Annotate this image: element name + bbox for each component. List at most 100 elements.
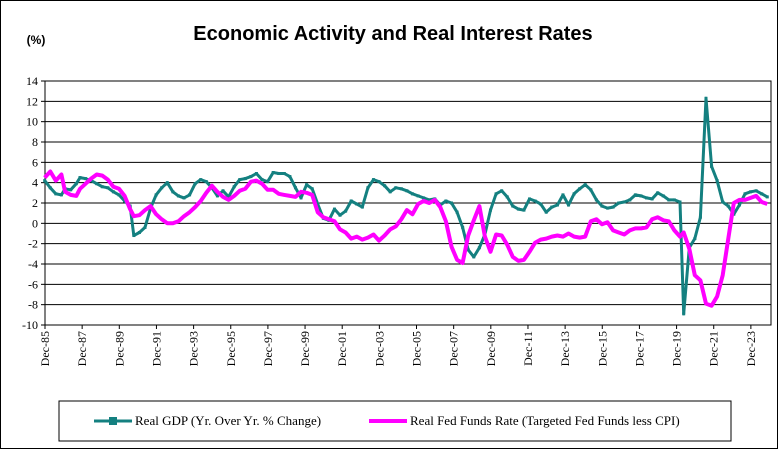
gdp-point — [528, 197, 532, 201]
x-tick-label: Dec-97 — [261, 331, 275, 366]
gdp-point — [555, 203, 559, 207]
gdp-point — [299, 196, 303, 200]
gdp-point — [260, 178, 264, 182]
gdp-point — [243, 177, 247, 181]
gdp-point — [59, 193, 63, 197]
y-tick-label: -6 — [28, 277, 38, 291]
gdp-point — [254, 172, 258, 176]
gdp-point — [95, 182, 99, 186]
gdp-point — [693, 237, 697, 241]
gdp-point — [600, 204, 604, 208]
gdp-point — [726, 204, 730, 208]
gdp-point — [645, 196, 649, 200]
y-tick-label: -10 — [22, 318, 38, 332]
gdp-point — [377, 180, 381, 184]
gdp-point — [171, 190, 175, 194]
y-tick-label: 2 — [32, 196, 38, 210]
gdp-point — [594, 198, 598, 202]
x-tick-label: Dec-21 — [707, 331, 721, 366]
gdp-point — [422, 196, 426, 200]
gdp-point — [754, 189, 758, 193]
gdp-point — [182, 196, 186, 200]
gdp-point — [622, 200, 626, 204]
gdp-point — [399, 187, 403, 191]
gdp-point — [721, 200, 725, 204]
gdp-point — [477, 246, 481, 250]
gdp-point — [193, 182, 197, 186]
x-tick-label: Dec-99 — [298, 331, 312, 366]
y-tick-label: 0 — [32, 216, 38, 230]
x-tick-label: Dec-15 — [595, 331, 609, 366]
gdp-point — [160, 186, 164, 190]
gdp-point — [282, 172, 286, 176]
gdp-point — [106, 186, 110, 190]
x-tick-label: Dec-87 — [75, 331, 89, 366]
x-tick-label: Dec-23 — [744, 331, 758, 366]
gdp-point — [132, 234, 136, 238]
gdp-point — [533, 199, 537, 203]
gdp-point — [310, 187, 314, 191]
x-tick-label: Dec-13 — [558, 331, 572, 366]
gdp-point — [427, 198, 431, 202]
gdp-point — [74, 182, 78, 186]
gdp-point — [84, 177, 88, 181]
gdp-point — [466, 248, 470, 252]
chart-title: Economic Activity and Real Interest Rate… — [193, 23, 592, 45]
x-tick-label: Dec-89 — [112, 331, 126, 366]
y-tick-label: 8 — [32, 135, 38, 149]
gdp-point — [137, 230, 141, 234]
gdp-point — [606, 206, 610, 210]
x-tick-label: Dec-85 — [38, 331, 52, 366]
x-tick-label: Dec-07 — [447, 331, 461, 366]
gdp-point — [611, 205, 615, 209]
gdp-point — [444, 199, 448, 203]
gdp-point — [583, 183, 587, 187]
gdp-point — [43, 179, 47, 183]
gdp-point — [176, 194, 180, 198]
gdp-point — [572, 192, 576, 196]
gdp-point — [682, 312, 686, 316]
y-axis-ticks: 14 12 10 8 6 4 2 0 -2 -4 -6 -8 -10 — [22, 74, 45, 332]
gdp-point — [639, 194, 643, 198]
y-tick-label: -2 — [28, 237, 38, 251]
gdp-point — [455, 210, 459, 214]
y-axis-unit-label: (%) — [27, 33, 46, 47]
gdp-point — [371, 178, 375, 182]
gdp-point — [710, 164, 714, 168]
gdp-point — [765, 195, 769, 199]
gdp-point — [266, 180, 270, 184]
gdp-point — [704, 96, 708, 100]
gdp-point — [316, 202, 320, 206]
gdp-point — [656, 191, 660, 195]
gdp-point — [617, 201, 621, 205]
gdp-point — [737, 203, 741, 207]
gdp-point — [405, 189, 409, 193]
gdp-point — [349, 199, 353, 203]
x-axis-ticks: Dec-85 Dec-87 Dec-89 Dec-91 Dec-93 Dec-95 Dec-… — [38, 325, 758, 366]
legend-fed-funds-label: Real Fed Funds Rate (Targeted Fed Funds … — [410, 413, 680, 428]
x-tick-label: Dec-05 — [410, 331, 424, 366]
gdp-point — [338, 213, 342, 217]
gdp-point — [522, 208, 526, 212]
gdp-point — [539, 202, 543, 206]
gdp-point — [511, 204, 515, 208]
gdp-point — [628, 198, 632, 202]
legend-gdp-label: Real GDP (Yr. Over Yr. % Change) — [135, 413, 321, 428]
legend-entry-gdp: Real GDP (Yr. Over Yr. % Change) — [94, 413, 321, 428]
gdp-point — [355, 202, 359, 206]
y-tick-label: -4 — [28, 257, 38, 271]
fed-funds-series-line — [43, 169, 768, 308]
gdp-point — [154, 193, 158, 197]
gdp-point — [500, 189, 504, 193]
gdp-point — [461, 225, 465, 229]
y-tick-label: 4 — [32, 176, 38, 190]
y-tick-label: 12 — [26, 94, 38, 108]
gdp-point — [305, 183, 309, 187]
x-tick-label: Dec-19 — [670, 331, 684, 366]
gdp-point — [550, 205, 554, 209]
gdp-point — [544, 210, 548, 214]
y-tick-label: 14 — [26, 74, 38, 88]
gdp-point — [288, 175, 292, 179]
gdp-point — [165, 181, 169, 185]
